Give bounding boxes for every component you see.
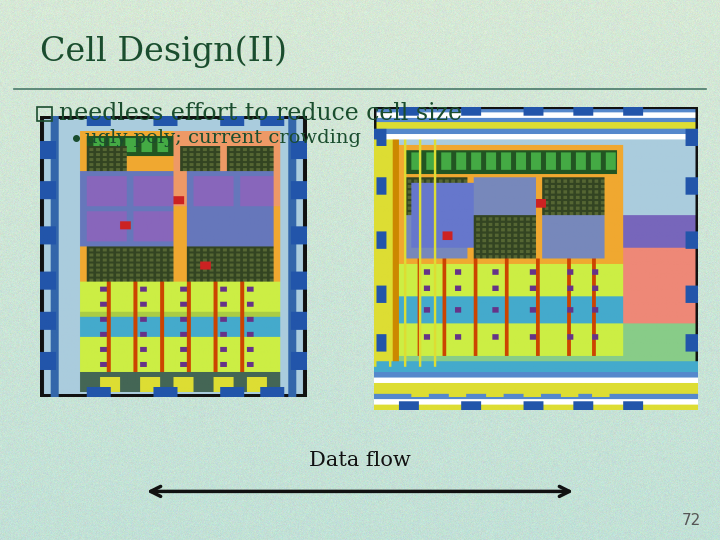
Text: ugly poly; current crowding: ugly poly; current crowding	[85, 129, 361, 147]
Text: Data flow: Data flow	[309, 450, 411, 470]
Text: 72: 72	[682, 513, 701, 528]
Text: Cell Design(II): Cell Design(II)	[40, 35, 287, 68]
Text: needless effort to reduce cell size: needless effort to reduce cell size	[59, 103, 462, 125]
FancyArrowPatch shape	[150, 487, 570, 496]
